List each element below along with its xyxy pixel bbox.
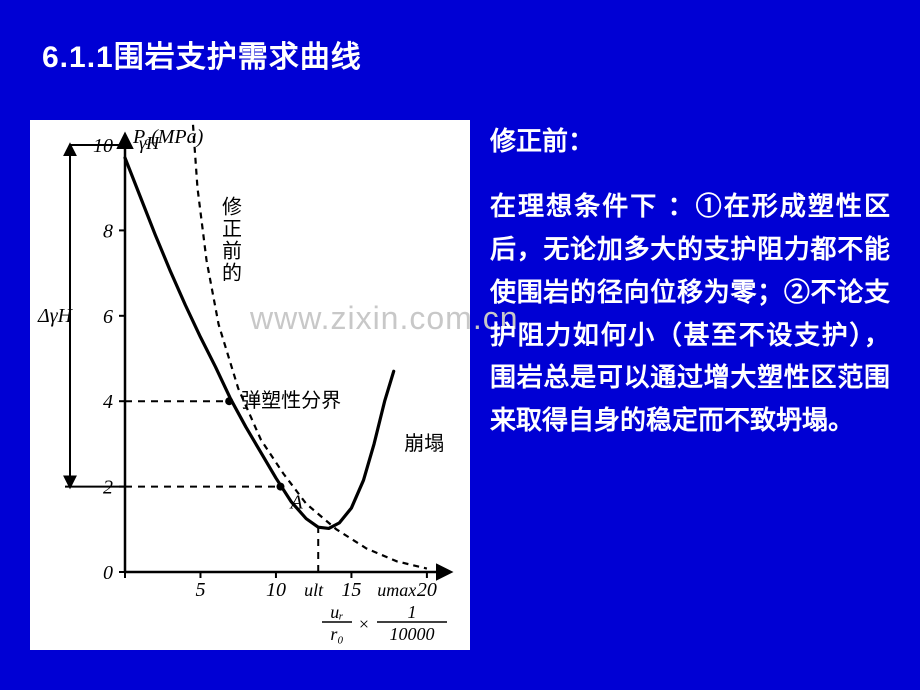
svg-text:r₀: r₀ [330, 624, 343, 644]
svg-text:A: A [288, 492, 303, 514]
svg-text:的: 的 [222, 261, 242, 284]
svg-text:10000: 10000 [390, 624, 435, 644]
text-block: 修正前： 在理想条件下 ：①在形成塑性区后，无论加多大的支护阻力都不能使围岩的径… [490, 120, 890, 442]
svg-text:前: 前 [222, 239, 242, 262]
svg-text:20: 20 [417, 579, 437, 601]
svg-text:15: 15 [341, 579, 361, 601]
svg-text:0: 0 [103, 562, 113, 584]
svg-text:uᵣ: uᵣ [330, 602, 343, 622]
svg-text:正: 正 [222, 218, 242, 240]
svg-text:10: 10 [266, 579, 286, 601]
svg-text:ΔγH: ΔγH [37, 305, 74, 327]
svg-text:umax: umax [377, 580, 416, 600]
svg-text:ult: ult [304, 580, 324, 600]
svg-text:γH: γH [139, 133, 160, 153]
chart-container: 02468105101520Pₐ(MPa)γHΔγHultumaxuᵣr₀×11… [30, 120, 470, 650]
text-body: 在理想条件下 ：①在形成塑性区后，无论加多大的支护阻力都不能使围岩的径向位移为零… [490, 185, 890, 442]
svg-text:修: 修 [222, 195, 242, 218]
svg-text:6: 6 [103, 306, 113, 328]
svg-text:弹塑性分界: 弹塑性分界 [241, 389, 341, 412]
svg-text:5: 5 [195, 579, 205, 601]
svg-text:崩塌: 崩塌 [404, 432, 444, 455]
svg-text:×: × [359, 614, 369, 634]
chart-svg: 02468105101520Pₐ(MPa)γHΔγHultumaxuᵣr₀×11… [30, 120, 470, 650]
slide-title: 6.1.1围岩支护需求曲线 [42, 32, 362, 76]
svg-text:8: 8 [103, 220, 113, 242]
text-line1: 修正前： [490, 120, 890, 163]
svg-text:4: 4 [103, 391, 113, 413]
svg-text:1: 1 [408, 602, 417, 622]
